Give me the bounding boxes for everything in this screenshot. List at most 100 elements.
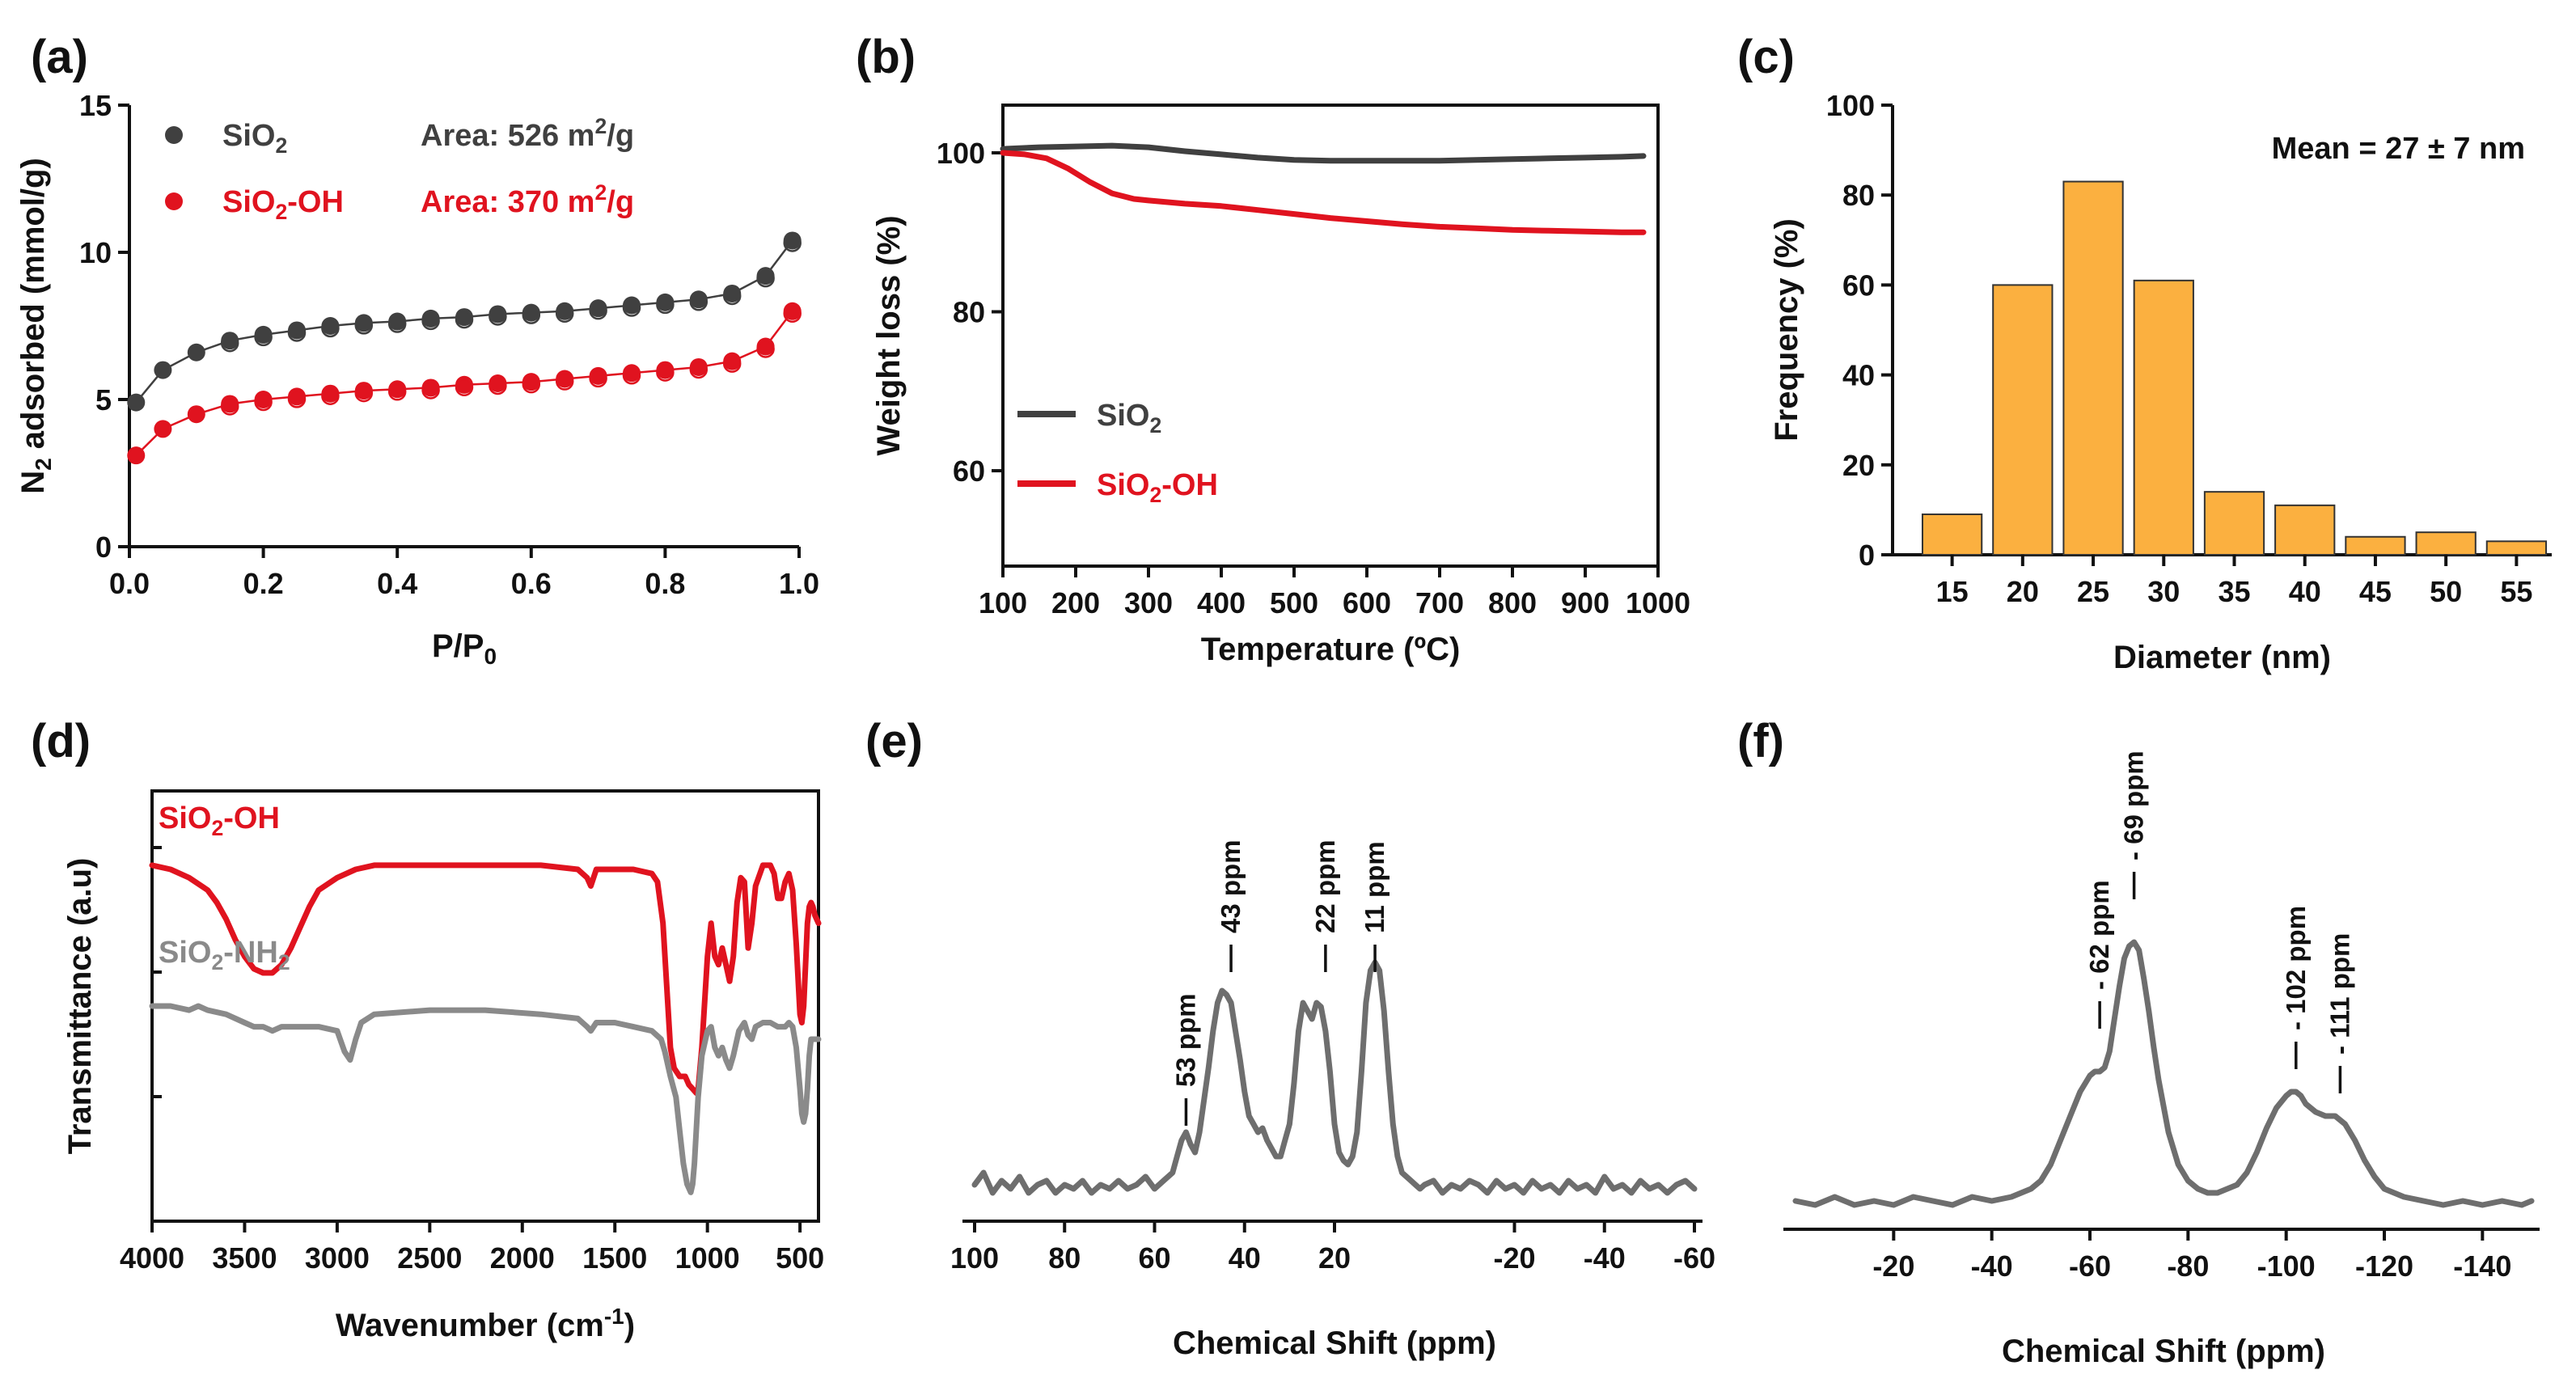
y-axis-label-part: adsorbed (mmol/g) (15, 158, 51, 458)
series-line (1000, 142, 1647, 164)
x-tick-label: 600 (1343, 586, 1391, 619)
x-tick-label: 55 (2500, 575, 2532, 608)
series-line (149, 862, 822, 1096)
x-axis-label: Temperature (ºC) (1201, 632, 1461, 667)
x-tick-label: 60 (1138, 1241, 1170, 1275)
desorption-point (489, 376, 507, 395)
panel-label: (e) (865, 715, 923, 767)
panel-b: (b) 100 200 300 400 500 600 700 800 900 1000 60 80 10… (856, 31, 1690, 667)
x-tick-label: 1.0 (779, 567, 819, 600)
desorption-point (622, 366, 641, 385)
legend-label: SiO2-NH2 (159, 936, 290, 975)
panel-c: (c) 0 20 40 60 80 100 15 20 25 30 35 40 45 50 55 Diamete… (1737, 31, 2552, 675)
x-tick-label: 20 (2007, 575, 2039, 608)
x-tick-label: 15 (1936, 575, 1969, 608)
panel-label: (b) (856, 31, 916, 83)
data-point (154, 420, 172, 438)
desorption-point (555, 304, 574, 323)
x-tick-label: 20 (1318, 1241, 1351, 1275)
area-label-part: /g (607, 119, 634, 153)
x-tick-label: -60 (2069, 1249, 2111, 1283)
x-tick-label: 900 (1561, 586, 1609, 619)
x-tick-label: 50 (2430, 575, 2462, 608)
desorption-point (689, 360, 709, 379)
peak-label: 22 ppm (1310, 839, 1340, 933)
x-axis-label-part: Wavenumber (cm (336, 1308, 604, 1343)
desorption-point (354, 383, 374, 403)
x-tick-label: 500 (1270, 586, 1318, 619)
legend-label-part: -NH (223, 936, 278, 970)
y-tick-label: 10 (79, 236, 112, 269)
x-tick-label: 0.6 (511, 567, 552, 600)
y-tick-label: 60 (1842, 268, 1875, 302)
desorption-point (783, 234, 802, 252)
x-tick-label: -100 (2257, 1249, 2316, 1283)
legend-label-part: -OH (223, 801, 280, 835)
desorption-point (455, 378, 474, 397)
area-label-part: Area: 370 m (421, 185, 594, 219)
bar (2485, 540, 2548, 556)
x-tick-label: 25 (2077, 575, 2109, 608)
bar (2062, 180, 2124, 556)
desorption-point (220, 333, 239, 353)
panel-label: (c) (1737, 31, 1795, 83)
x-tick-label: 3500 (212, 1241, 277, 1275)
x-tick-label: 35 (2218, 575, 2250, 608)
desorption-point (522, 374, 541, 394)
legend-label-part: 2 (275, 200, 287, 224)
x-tick-label: 0.2 (243, 567, 284, 600)
x-tick-label: 0.4 (377, 567, 417, 600)
x-tick-label: 100 (979, 586, 1027, 619)
desorption-point (555, 372, 574, 391)
desorption-point (387, 383, 407, 401)
desorption-point (387, 315, 407, 333)
y-tick-label: 0 (95, 531, 112, 564)
desorption-point (689, 292, 709, 311)
legend-label: SiO2-OH (159, 801, 280, 840)
legend-label-part: 2 (1149, 483, 1161, 507)
bar (2415, 531, 2477, 556)
x-axis-label: Chemical Shift (ppm) (1173, 1325, 1496, 1361)
x-tick-label: 0.0 (109, 567, 150, 600)
bar (2274, 504, 2336, 556)
area-label-part: 2 (594, 180, 607, 205)
data-point (154, 361, 172, 379)
desorption-point (622, 298, 641, 317)
panel-e: (e) 100 80 60 40 20 -20 -40 -60 Chemical Shift (p… (865, 715, 1715, 1361)
area-label: Area: 526 m2/g (421, 114, 634, 153)
desorption-point (756, 268, 775, 288)
x-tick-label: 80 (1048, 1241, 1081, 1275)
area-label-part: /g (607, 185, 634, 219)
legend-label-part: SiO (159, 936, 211, 970)
legend-label-part: 2 (278, 950, 290, 975)
legend-label-part: SiO (1097, 399, 1149, 433)
x-tick-label: -40 (1971, 1249, 2013, 1283)
panel-label: (f) (1737, 715, 1784, 767)
y-axis-label: Weight loss (%) (871, 215, 907, 455)
desorption-point (354, 316, 374, 335)
legend-label-part: SiO (1097, 468, 1149, 502)
desorption-point (455, 310, 474, 329)
y-tick-label: 0 (1859, 539, 1875, 572)
legend-label: SiO2 (222, 119, 287, 158)
x-tick-label: -140 (2453, 1249, 2511, 1283)
x-axis-label: Chemical Shift (ppm) (2002, 1334, 2325, 1369)
x-tick-label: 1000 (1626, 586, 1690, 619)
area-label-part: Area: 526 m (421, 119, 594, 153)
data-point (187, 405, 205, 424)
desorption-point (254, 392, 273, 412)
x-tick-label: 0.8 (645, 567, 685, 600)
x-tick-label: 40 (1229, 1241, 1261, 1275)
x-axis-label: Wavenumber (cm-1) (336, 1304, 635, 1343)
x-axis-label-part: P/P (432, 628, 484, 664)
y-tick-label: 80 (1842, 179, 1875, 212)
data-point (127, 446, 146, 465)
legend-label-part: SiO (222, 119, 275, 153)
legend-label: SiO2 (1097, 399, 1161, 438)
y-tick-label: 80 (953, 296, 985, 329)
mean-annotation: Mean = 27 ± 7 nm (2272, 132, 2525, 166)
bar (1992, 284, 2054, 556)
desorption-point (589, 369, 607, 388)
panel-f: (f) -20 -40 -60 -80 -100 -120 -140 Chemical Shif… (1737, 715, 2540, 1369)
